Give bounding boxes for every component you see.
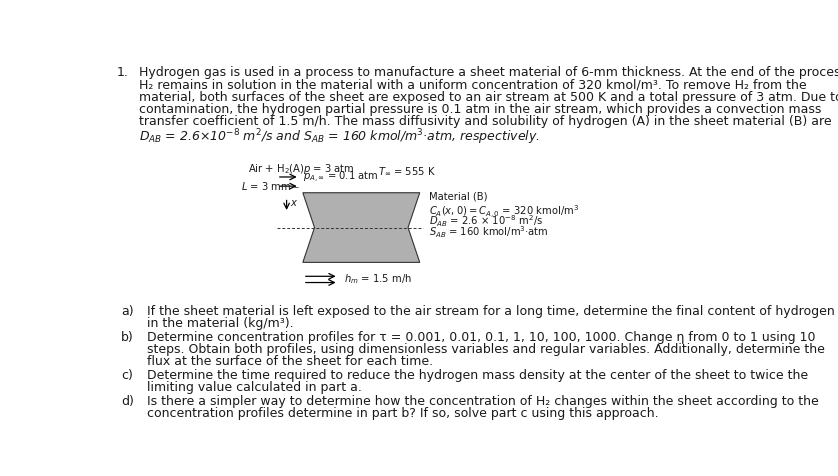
- Text: a): a): [121, 305, 133, 317]
- Text: d): d): [121, 395, 134, 408]
- Text: contamination, the hydrogen partial pressure is 0.1 atm in the air stream, which: contamination, the hydrogen partial pres…: [138, 103, 821, 116]
- Text: Determine concentration profiles for τ = 0.001, 0.01, 0.1, 1, 10, 100, 1000. Cha: Determine concentration profiles for τ =…: [147, 330, 815, 344]
- Text: Material (B): Material (B): [430, 192, 488, 202]
- Text: $D_{AB}$ = 2.6×10$^{-8}$ m$^2$/s and $S_{AB}$ = 160 kmol/m$^3$·atm, respectively: $D_{AB}$ = 2.6×10$^{-8}$ m$^2$/s and $S_…: [138, 128, 540, 147]
- Text: 1.: 1.: [116, 66, 128, 79]
- Text: $x$: $x$: [290, 198, 298, 208]
- Text: b): b): [121, 330, 134, 344]
- Text: $L$ = 3 mm –: $L$ = 3 mm –: [241, 179, 300, 192]
- Text: $T_\infty$ = 555 K: $T_\infty$ = 555 K: [378, 165, 436, 177]
- Text: in the material (kg/m³).: in the material (kg/m³).: [147, 317, 293, 330]
- Text: $S_{AB}$ = 160 kmol/m$^3$·atm: $S_{AB}$ = 160 kmol/m$^3$·atm: [430, 225, 549, 240]
- Text: Determine the time required to reduce the hydrogen mass density at the center of: Determine the time required to reduce th…: [147, 369, 808, 382]
- Text: transfer coefficient of 1.5 m/h. The mass diffusivity and solubility of hydrogen: transfer coefficient of 1.5 m/h. The mas…: [138, 115, 831, 129]
- Text: limiting value calculated in part a.: limiting value calculated in part a.: [147, 381, 362, 394]
- Text: $C_A(x,0) = C_{A,0}$ = 320 kmol/m$^3$: $C_A(x,0) = C_{A,0}$ = 320 kmol/m$^3$: [430, 203, 580, 219]
- Polygon shape: [303, 193, 420, 262]
- Text: Hydrogen gas is used in a process to manufacture a sheet material of 6-mm thickn: Hydrogen gas is used in a process to man…: [138, 66, 838, 79]
- Text: $p$ = 3 atm: $p$ = 3 atm: [303, 162, 354, 176]
- Text: concentration profiles determine in part b? If so, solve part c using this appro: concentration profiles determine in part…: [147, 407, 659, 420]
- Text: $p_{A,\infty}$ = 0.1 atm: $p_{A,\infty}$ = 0.1 atm: [303, 170, 379, 185]
- Text: H₂ remains in solution in the material with a uniform concentration of 320 kmol/: H₂ remains in solution in the material w…: [138, 79, 806, 91]
- Text: If the sheet material is left exposed to the air stream for a long time, determi: If the sheet material is left exposed to…: [147, 305, 835, 317]
- Text: steps. Obtain both profiles, using dimensionless variables and regular variables: steps. Obtain both profiles, using dimen…: [147, 343, 825, 356]
- Text: $D_{AB}$ = 2.6 × 10$^{-8}$ m$^2$/s: $D_{AB}$ = 2.6 × 10$^{-8}$ m$^2$/s: [430, 214, 544, 229]
- Text: material, both surfaces of the sheet are exposed to an air stream at 500 K and a: material, both surfaces of the sheet are…: [138, 91, 838, 104]
- Text: flux at the surface of the sheet for each time.: flux at the surface of the sheet for eac…: [147, 355, 433, 368]
- Text: Air + H$_2$(A): Air + H$_2$(A): [248, 162, 304, 176]
- Text: c): c): [121, 369, 133, 382]
- Text: $h_m$ = 1.5 m/h: $h_m$ = 1.5 m/h: [344, 273, 411, 287]
- Text: Is there a simpler way to determine how the concentration of H₂ changes within t: Is there a simpler way to determine how …: [147, 395, 819, 408]
